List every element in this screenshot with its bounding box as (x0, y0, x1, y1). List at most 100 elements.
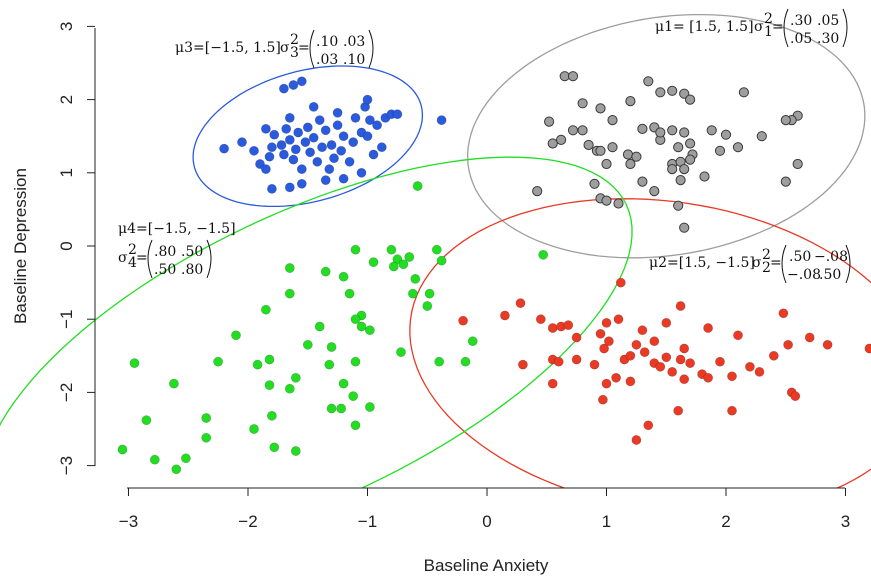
data-point (667, 164, 678, 175)
data-point (278, 83, 289, 94)
data-point (673, 200, 684, 211)
data-point (252, 359, 263, 370)
data-point (655, 87, 666, 98)
data-point (336, 403, 347, 414)
data-point (601, 317, 612, 328)
data-point (300, 137, 311, 147)
data-points (117, 71, 871, 475)
data-point (249, 424, 259, 434)
data-point (348, 137, 359, 147)
data-point (601, 158, 612, 170)
data-point (314, 321, 325, 332)
sigma4-sub: 4 (128, 255, 137, 271)
data-point (563, 320, 574, 330)
data-point (727, 371, 737, 382)
data-point (655, 127, 666, 138)
matrix1-cell: .30 (790, 13, 812, 29)
data-point (344, 288, 355, 299)
data-point (264, 354, 275, 365)
data-point (613, 314, 624, 325)
matrix1-right-paren (842, 8, 848, 48)
data-point (368, 149, 379, 160)
data-point (290, 372, 301, 383)
matrix3-cell: .03 (343, 34, 365, 50)
data-point (364, 325, 375, 336)
data-point (320, 175, 331, 185)
data-point (639, 347, 650, 357)
x-tick-label: 0 (482, 512, 491, 531)
data-point (822, 339, 833, 350)
matrix1-cell: .05 (790, 31, 812, 47)
data-point (667, 85, 678, 96)
data-point (284, 182, 295, 193)
data-point (338, 378, 349, 389)
data-point (637, 176, 648, 187)
data-point (804, 332, 815, 343)
data-point (326, 342, 337, 352)
data-point (615, 277, 626, 288)
data-point (595, 328, 606, 339)
matrix4-cell: .80 (154, 244, 176, 260)
data-point (607, 115, 618, 126)
data-point (631, 151, 642, 162)
matrix1-cell: .05 (817, 13, 839, 29)
data-point (324, 164, 335, 174)
data-point (703, 372, 713, 383)
data-point (376, 142, 387, 153)
data-point (404, 252, 415, 262)
data-point (308, 132, 319, 143)
data-point (706, 125, 717, 136)
data-point (567, 125, 579, 136)
data-point (679, 127, 690, 138)
data-point (727, 405, 737, 416)
data-point (436, 255, 447, 266)
data-point (117, 444, 128, 455)
data-point (264, 380, 275, 390)
x-tick-label: −2 (238, 512, 257, 531)
data-point (269, 129, 280, 140)
matrix4-cell: .80 (181, 262, 203, 278)
data-point (350, 244, 361, 255)
data-point (412, 181, 423, 191)
mu3-label: μ3=[−1.5, 1.5] (175, 40, 281, 56)
data-point (364, 115, 375, 125)
data-point (625, 96, 636, 107)
ellipse-series-1 (192, 65, 424, 208)
data-point (622, 149, 634, 160)
data-point (264, 151, 275, 162)
x-tick-label: 2 (721, 512, 730, 531)
data-point (231, 330, 241, 341)
data-point (577, 98, 588, 109)
mu1-label: μ1= [1.5, 1.5] (655, 19, 754, 35)
matrix2-cell: .50 (789, 249, 811, 265)
data-point (768, 350, 779, 361)
data-point (499, 310, 510, 321)
ellipse-series-2 (467, 13, 866, 259)
data-point (266, 142, 277, 153)
data-point (778, 308, 789, 319)
data-point (460, 356, 471, 367)
matrix2-cell: −.08 (814, 249, 848, 265)
data-point (732, 142, 744, 153)
data-point (326, 140, 337, 150)
data-point (738, 87, 750, 98)
data-point (685, 154, 696, 165)
ellipse-series-3 (409, 198, 871, 488)
data-point (667, 125, 678, 136)
data-point (296, 178, 307, 189)
data-point (326, 403, 337, 414)
data-point (308, 102, 319, 112)
mu4-label: μ4=[−1.5, −1.5] (118, 221, 236, 237)
annotation-mu4: μ4=[−1.5, −1.5] σ 2 4 = .80 .50 .50 .80 (118, 221, 236, 279)
data-point (649, 336, 660, 347)
data-point (675, 354, 686, 365)
data-point (284, 263, 295, 273)
sigma4-symbol: σ (118, 250, 128, 266)
data-point (571, 332, 582, 343)
data-point (611, 372, 621, 383)
data-point (296, 164, 307, 174)
data-point (260, 304, 271, 315)
data-point (350, 314, 361, 325)
y-tick-label: −1 (57, 310, 76, 329)
data-point (320, 125, 331, 136)
